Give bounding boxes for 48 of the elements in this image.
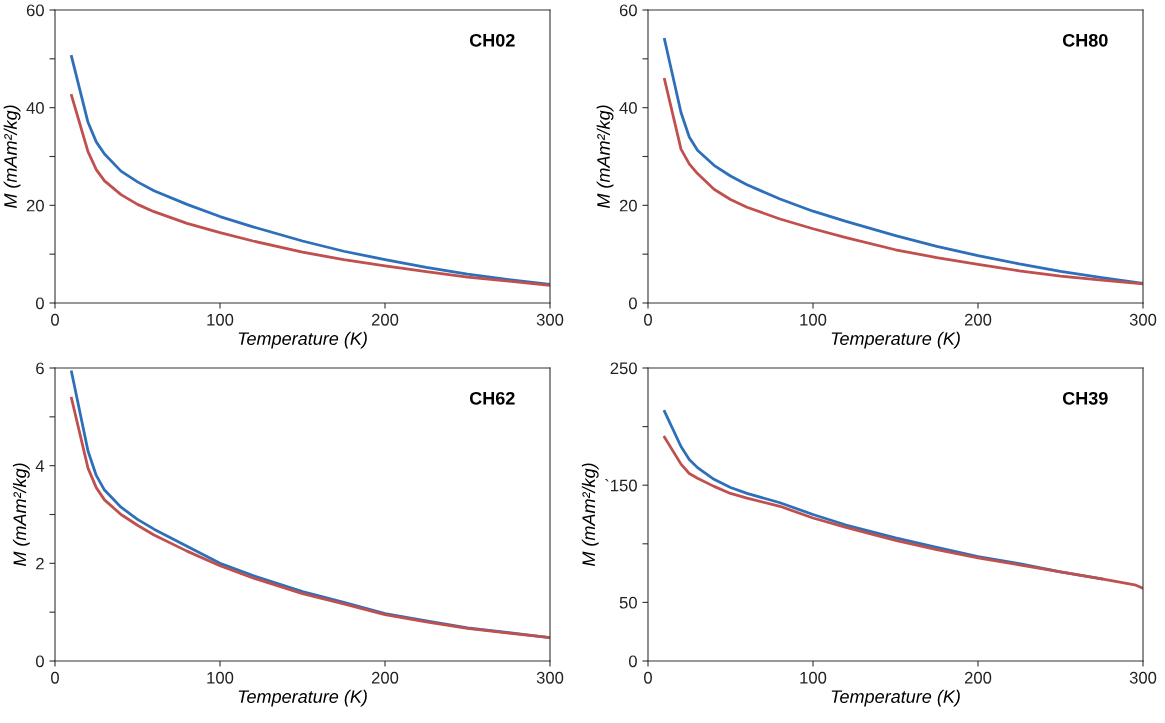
y-tick-label: 0 (628, 297, 637, 310)
y-tick-label: 50 (619, 596, 637, 609)
y-tick-label: 60 (26, 4, 44, 17)
x-tick-label: 0 (51, 671, 59, 684)
annotation: CH39 (1062, 391, 1108, 405)
y-tick-label: 40 (619, 102, 637, 114)
x-tick-label: 300 (1129, 671, 1157, 684)
x-tick-label: 200 (964, 313, 992, 326)
annotation: CH62 (469, 391, 515, 405)
x-axis-title: Temperature (K) (238, 331, 367, 349)
y-tick-label: 0 (35, 297, 44, 310)
y-axis-title: M (mAm²/kg) (12, 463, 30, 567)
y-tick-label: 40 (26, 102, 44, 114)
line-series (663, 77, 1143, 286)
x-tick-label: 300 (536, 671, 564, 684)
x-axis-title: Temperature (K) (831, 331, 960, 349)
y-tick-label: `150 (605, 478, 637, 492)
x-axis-title: Temperature (K) (238, 689, 367, 707)
x-tick-label: 200 (964, 671, 992, 684)
x-tick-label: 100 (207, 313, 234, 326)
y-axis-title: M (mAm²/kg) (596, 105, 614, 209)
x-tick-label: 100 (207, 671, 234, 684)
y-tick-label: 2 (36, 557, 44, 570)
x-tick-label: 100 (800, 671, 827, 684)
y-tick-label: 0 (628, 655, 637, 668)
line-series (663, 435, 1143, 590)
annotation: CH02 (469, 33, 515, 47)
x-tick-label: 0 (644, 313, 652, 326)
y-tick-label: 0 (35, 655, 44, 668)
x-tick-label: 300 (1129, 313, 1157, 326)
x-axis-title: Temperature (K) (831, 689, 960, 707)
x-tick-label: 0 (51, 313, 59, 326)
y-tick-label: 20 (26, 199, 44, 212)
line-series (70, 94, 550, 287)
line-series (70, 55, 550, 286)
y-tick-label: 4 (35, 460, 45, 472)
y-axis-title: M (mAm²/kg) (3, 105, 21, 209)
x-tick-label: 0 (644, 671, 652, 684)
annotation: CH80 (1062, 33, 1108, 47)
x-tick-label: 200 (371, 313, 399, 326)
y-axis-title: M (mAm²/kg) (581, 463, 599, 567)
y-tick-label: 20 (619, 199, 637, 212)
y-tick-label: 250 (610, 362, 637, 375)
x-tick-label: 100 (800, 313, 827, 326)
y-tick-label: 6 (36, 362, 44, 375)
x-tick-label: 200 (371, 671, 399, 684)
y-tick-label: 60 (619, 4, 637, 17)
x-tick-label: 300 (536, 313, 564, 326)
